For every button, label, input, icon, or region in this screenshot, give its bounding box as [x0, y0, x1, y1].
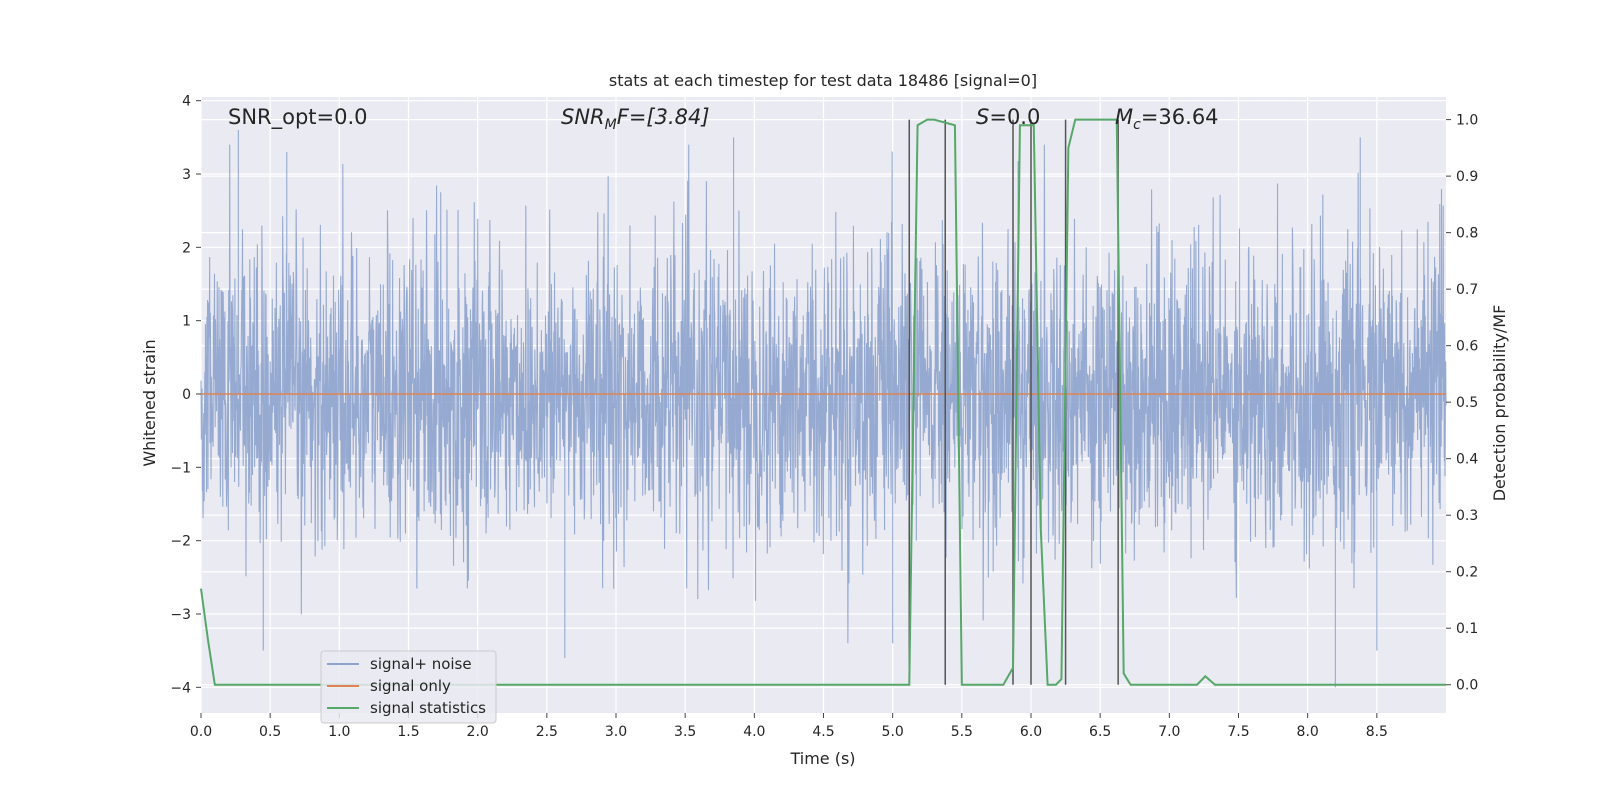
- x-tick-label: 7.0: [1158, 724, 1180, 740]
- x-tick-label: 3.0: [605, 724, 627, 740]
- x-tick-label: 1.0: [328, 724, 350, 740]
- annotation-snr-opt: SNR_opt=0.0: [228, 105, 368, 130]
- y-right-tick-label: 0.7: [1456, 282, 1478, 298]
- y-right-tick-label: 0.8: [1456, 226, 1478, 242]
- y-right-tick-label: 0.4: [1456, 452, 1478, 468]
- annotation-s: S=0.0: [976, 105, 1040, 129]
- y-right-tick-label: 0.6: [1456, 339, 1478, 355]
- y-axis-title: Whitened strain: [140, 339, 159, 466]
- x-tick-label: 5.5: [951, 724, 973, 740]
- annotation-mc-base: M: [1115, 105, 1133, 129]
- y-tick-label: 4: [182, 94, 191, 110]
- x-tick-label: 6.0: [1020, 724, 1042, 740]
- signal-statistics-series: [200, 118, 1446, 686]
- x-tick-label: 4.0: [743, 724, 765, 740]
- x-tick-label: 8.5: [1366, 724, 1388, 740]
- y-right-tick-label: 1.0: [1456, 113, 1478, 129]
- x-tick-label: 2.5: [536, 724, 558, 740]
- annotation-mc-tail: =36.64: [1141, 105, 1219, 129]
- signal-noise-line: [200, 130, 1447, 688]
- x-tick-label: 0.0: [190, 724, 212, 740]
- y-right-axis-title: Detection probability/MF: [1490, 305, 1509, 502]
- chart-title: stats at each timestep for test data 184…: [609, 71, 1037, 90]
- annotation-snr-mf-base: SNR: [561, 105, 605, 129]
- legend-label-signal: signal only: [370, 677, 451, 695]
- x-tick-label: 6.5: [1089, 724, 1111, 740]
- y-right-tick-labels: 0.0 0.1 0.2 0.3 0.4 0.5 0.6 0.7 0.8 0.9 1.0: [1446, 113, 1478, 694]
- x-tick-label: 2.0: [467, 724, 489, 740]
- legend-label-noise: signal+ noise: [370, 655, 472, 673]
- y-tick-label: 2: [182, 240, 191, 256]
- annotation-snr-mf-tail: F=[3.84]: [617, 105, 710, 129]
- y-tick-label: −2: [170, 534, 191, 550]
- signal-statistics-line: [200, 118, 1446, 686]
- y-tick-label: −4: [170, 680, 191, 696]
- x-tick-label: 3.5: [674, 724, 696, 740]
- x-axis-title: Time (s): [789, 749, 855, 768]
- y-tick-label: 3: [182, 167, 191, 183]
- legend-box: [320, 650, 497, 724]
- y-tick-label: 1: [182, 314, 191, 330]
- x-tick-label: 0.5: [259, 724, 281, 740]
- annotation-mc-sub: c: [1133, 117, 1141, 133]
- y-right-tick-label: 0.5: [1456, 395, 1478, 411]
- y-right-tick-label: 0.1: [1456, 621, 1478, 637]
- y-tick-label: −3: [170, 607, 191, 623]
- y-right-tick-label: 0.3: [1456, 508, 1478, 524]
- y-right-tick-label: 0.2: [1456, 565, 1478, 581]
- annotation-snr-mf-sub: M: [605, 117, 617, 133]
- x-tick-label: 1.5: [397, 724, 419, 740]
- x-tick-label: 7.5: [1227, 724, 1249, 740]
- x-tick-label: 4.5: [812, 724, 834, 740]
- annotation-s-italic: S: [976, 105, 989, 129]
- x-tick-label: 5.0: [882, 724, 904, 740]
- y-tick-label: 0: [182, 387, 191, 403]
- y-right-tick-label: 0.9: [1456, 169, 1478, 185]
- annotation-mc: Mc=36.64: [1115, 105, 1219, 133]
- x-tick-labels: 0.0 0.5 1.0 1.5 2.0 2.5 3.0 3.5 4.0 4.5 5.0 5.5 6.0 6…: [190, 713, 1388, 740]
- legend: signal+ noise signal only signal statist…: [320, 650, 497, 724]
- annotation-snr-mf: SNRMF=[3.84]: [561, 105, 710, 133]
- y-right-tick-label: 0.0: [1456, 678, 1478, 694]
- y-tick-label: −1: [170, 460, 191, 476]
- legend-label-stats: signal statistics: [370, 699, 486, 717]
- x-tick-label: 8.0: [1297, 724, 1319, 740]
- signal-noise-series: [200, 130, 1447, 688]
- annotation-s-tail: =0.0: [989, 105, 1040, 129]
- y-tick-labels: −4 −3 −2 −1 0 1 2 3 4: [170, 94, 201, 696]
